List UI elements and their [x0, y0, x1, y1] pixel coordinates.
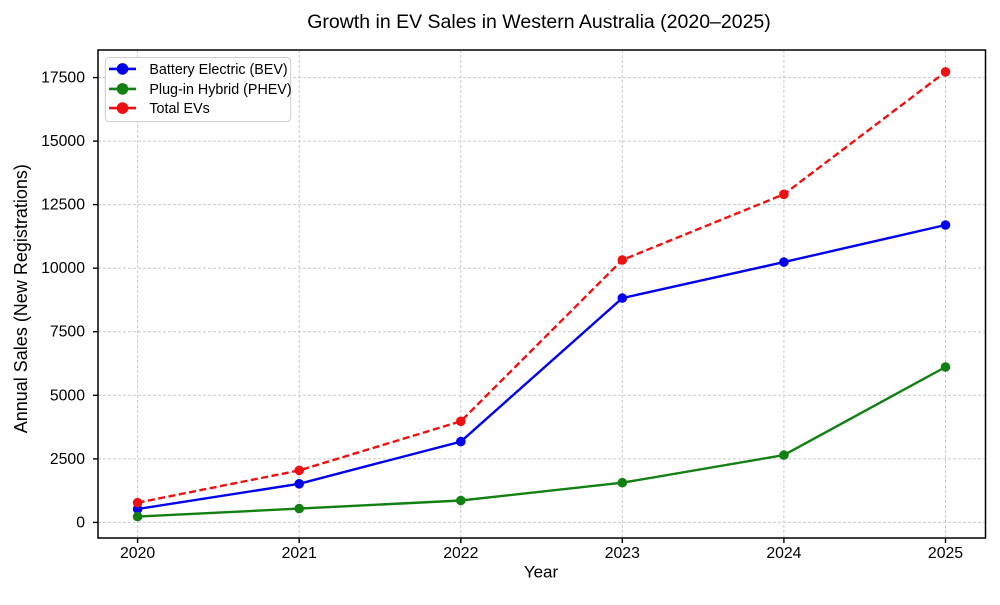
- svg-text:12500: 12500: [41, 197, 85, 214]
- svg-text:Total EVs: Total EVs: [149, 101, 209, 117]
- svg-text:Plug-in Hybrid (PHEV): Plug-in Hybrid (PHEV): [149, 82, 291, 98]
- svg-text:Year: Year: [524, 563, 559, 582]
- svg-text:7500: 7500: [50, 324, 85, 341]
- svg-text:2023: 2023: [605, 545, 640, 562]
- svg-text:2021: 2021: [282, 545, 317, 562]
- svg-text:15000: 15000: [41, 133, 85, 150]
- svg-text:0: 0: [76, 514, 85, 531]
- svg-text:2025: 2025: [928, 545, 963, 562]
- svg-text:2020: 2020: [120, 545, 155, 562]
- svg-text:2022: 2022: [443, 545, 478, 562]
- svg-text:Annual Sales (New Registration: Annual Sales (New Registrations): [11, 164, 31, 433]
- svg-text:Growth in EV Sales in Western: Growth in EV Sales in Western Australia …: [307, 11, 771, 33]
- svg-text:5000: 5000: [50, 387, 85, 404]
- svg-text:2024: 2024: [766, 545, 801, 562]
- svg-text:Battery Electric (BEV): Battery Electric (BEV): [149, 62, 287, 78]
- svg-text:10000: 10000: [41, 260, 85, 277]
- svg-text:2500: 2500: [50, 451, 85, 468]
- svg-text:17500: 17500: [41, 70, 85, 87]
